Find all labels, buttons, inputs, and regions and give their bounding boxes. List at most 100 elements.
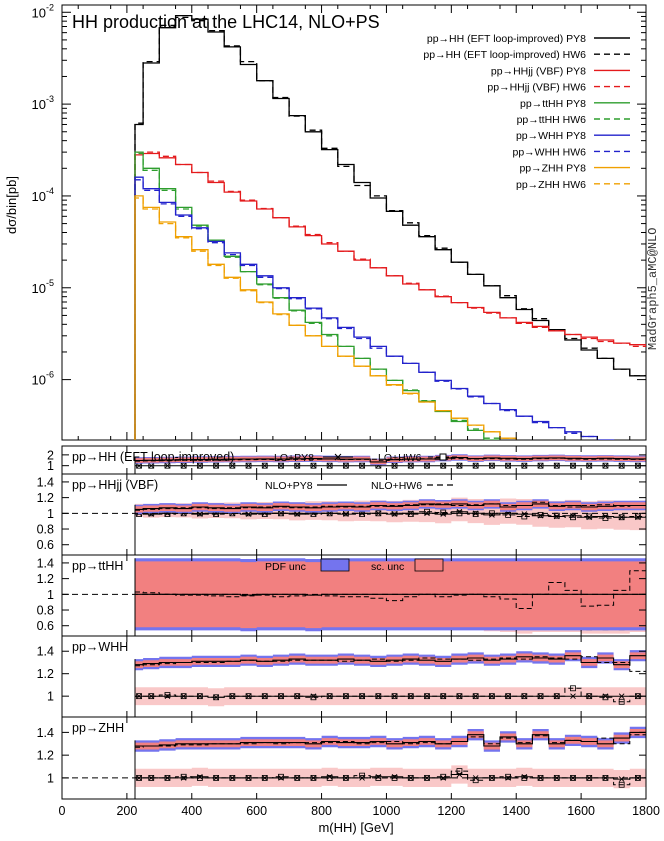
ratio-panel-label: pp→WHH	[72, 640, 128, 654]
marker-x	[521, 462, 528, 469]
marker-x	[180, 693, 187, 699]
legend-entry-label: pp→HH (EFT loop-improved) PY8	[427, 33, 586, 45]
ratio-y-tick-label: 1	[47, 771, 54, 785]
series-line-whh-dashed	[134, 179, 598, 440]
marker-box	[180, 462, 187, 469]
marker-box	[570, 685, 576, 692]
y-tick-exponent: -6	[46, 370, 54, 380]
marker-box	[586, 513, 593, 520]
marker-box	[424, 508, 430, 515]
marker-box	[359, 693, 366, 700]
marker-x	[505, 693, 511, 699]
marker-box	[570, 462, 576, 469]
y-tick-base: 10	[32, 373, 46, 388]
marker-x	[343, 462, 349, 469]
ratio-y-tick-label: 2	[47, 448, 54, 462]
marker-x	[440, 511, 447, 517]
x-tick-label: 0	[59, 804, 66, 818]
chart-title: HH production at the LHC14, NLO+PS	[72, 12, 380, 32]
marker-box	[278, 693, 284, 700]
x-tick-label: 1400	[502, 804, 530, 818]
ratio-content-group	[62, 726, 646, 799]
x-tick-label: 600	[246, 804, 267, 818]
y-tick-base: 10	[32, 189, 46, 204]
marker-x	[586, 775, 593, 781]
marker-x	[618, 693, 625, 699]
marker-box	[261, 462, 268, 469]
marker-x	[245, 462, 252, 469]
marker-x	[213, 694, 219, 701]
legend-entry-label: pp→WHH HW6	[512, 146, 586, 158]
marker-x	[472, 462, 479, 469]
ratio-content-group	[62, 497, 646, 555]
marker-box	[391, 693, 398, 700]
marker-x	[537, 693, 544, 699]
marker-box	[521, 462, 528, 469]
marker-box	[488, 462, 495, 469]
marker-x	[472, 693, 479, 699]
marker-x	[197, 693, 203, 699]
marker-x	[618, 514, 625, 521]
y-tick-exponent: -2	[46, 2, 54, 12]
marker-x	[391, 462, 398, 469]
marker-box	[618, 781, 625, 788]
marker-box	[342, 462, 349, 469]
marker-x	[278, 510, 284, 517]
marker-x	[537, 775, 544, 781]
marker-x	[602, 513, 609, 520]
marker-box	[440, 693, 447, 700]
marker-box	[472, 462, 479, 469]
ratio-y-tick-label: 1.4	[37, 645, 54, 659]
marker-box	[278, 773, 284, 780]
marker-box	[440, 509, 447, 516]
legend-swatch-x	[334, 453, 342, 461]
ratio-panel-label: pp→HHjj (VBF)	[72, 478, 158, 492]
legend-entry-label: pp→WHH PY8	[516, 130, 586, 142]
ratio-y-tick-label: 0.8	[37, 523, 54, 537]
marker-box	[180, 773, 187, 780]
marker-box	[537, 693, 544, 700]
marker-x	[294, 462, 301, 469]
ratio-y-tick-label: 1.2	[37, 572, 54, 586]
marker-x	[537, 462, 544, 469]
marker-box	[634, 513, 641, 520]
ratio-line-nlo-hw6	[135, 457, 646, 462]
marker-box	[602, 515, 609, 521]
marker-box	[359, 462, 366, 469]
y-tick-label: 10-3	[32, 94, 54, 112]
marker-x	[245, 775, 252, 781]
marker-x	[635, 462, 641, 469]
marker-x	[261, 693, 268, 699]
marker-x	[261, 462, 268, 469]
marker-x	[521, 693, 528, 699]
marker-x	[197, 462, 203, 469]
ratio-y-tick-label: 1.2	[37, 749, 54, 763]
marker-x	[586, 462, 593, 469]
marker-x	[440, 693, 447, 699]
marker-box	[602, 694, 609, 701]
main-plot-frame	[61, 4, 647, 441]
marker-x	[602, 462, 609, 469]
marker-x	[391, 693, 398, 699]
marker-box	[245, 462, 252, 469]
marker-box	[521, 513, 528, 520]
marker-x	[618, 776, 625, 782]
y-tick-label: 10-5	[32, 278, 54, 296]
marker-x	[407, 462, 414, 469]
marker-x	[229, 693, 236, 699]
marker-x	[618, 462, 625, 469]
ratio-y-tick-label: 1	[47, 690, 54, 704]
marker-box	[213, 694, 220, 701]
marker-x	[586, 693, 593, 699]
marker-box	[602, 462, 609, 469]
x-tick-label: 1800	[632, 804, 660, 818]
marker-box	[440, 462, 447, 469]
ratio-y-tick-label: 1.2	[37, 491, 54, 505]
chart-panels: 10-210-310-410-510-6pp→HH (EFT loop-impr…	[32, 2, 660, 818]
marker-box	[505, 511, 512, 518]
y-tick-label: 10-4	[32, 186, 54, 204]
marker-box	[407, 693, 414, 700]
marker-box	[229, 462, 236, 469]
ratio-y-tick-label: 0.6	[37, 619, 54, 633]
